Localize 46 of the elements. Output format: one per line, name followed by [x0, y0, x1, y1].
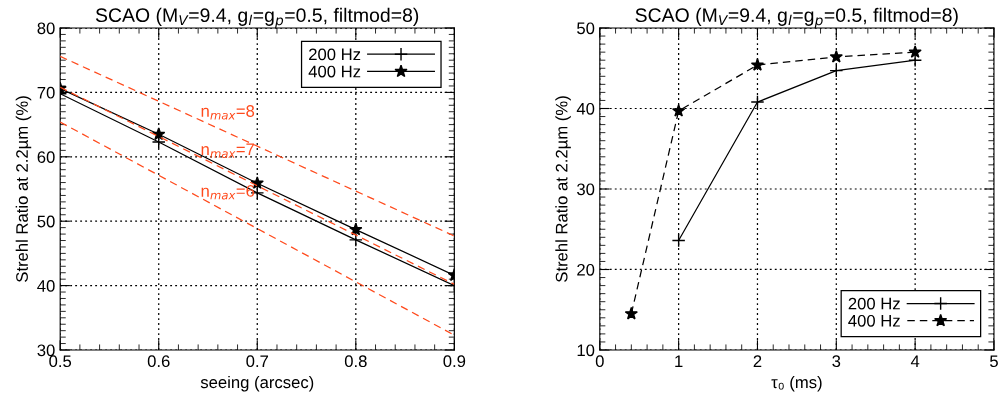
point	[624, 306, 638, 320]
x-tick-label: 0.6	[147, 355, 170, 368]
y-tick-label: 20	[577, 263, 595, 276]
point	[908, 53, 923, 68]
point	[750, 95, 765, 110]
y-tick-label: 40	[37, 280, 55, 292]
y-tick-label: 50	[577, 22, 595, 35]
legend-label: 400 Hz	[308, 65, 361, 78]
point	[908, 45, 922, 58]
x-tick-label: 5	[990, 355, 998, 368]
x-axis-title: τ₀ (ms)	[771, 375, 822, 392]
x-tick-label: 0.8	[344, 355, 367, 368]
chart-title: SCAO (M$_{V}$=9.4, g$_{l}$=g$_{p}$=0.5, filtmod=8)	[635, 7, 958, 28]
series-label: n$_{max}$=7	[201, 143, 255, 158]
x-tick-label: 0.5	[49, 355, 72, 368]
x-tick-label: 0.7	[246, 355, 269, 368]
legend-label: 200 Hz	[309, 48, 361, 61]
legend-label: 200 Hz	[848, 297, 900, 310]
point	[750, 58, 765, 71]
y-tick-label: 60	[37, 151, 55, 163]
series-label: n$_{max}$=6	[201, 184, 255, 200]
x-tick-label: 3	[832, 355, 841, 368]
y-tick-label: 30	[37, 344, 55, 357]
point	[348, 232, 363, 247]
point	[829, 63, 844, 78]
x-tick-label: 2	[753, 355, 762, 367]
y-tick-label: 30	[577, 183, 595, 196]
y-tick-label: 10	[577, 344, 595, 357]
y-tick-label: 80	[37, 22, 55, 35]
point	[349, 222, 363, 236]
point	[671, 103, 686, 117]
y-axis-title: Strehl Ratio at 2.2µm (%)	[555, 96, 571, 282]
x-tick-label: 1	[675, 355, 683, 367]
point	[829, 50, 843, 63]
chart-title: SCAO (M$_{V}$=9.4, g$_{l}$=g$_{p}$=0.5, filtmod=8)	[95, 7, 419, 28]
y-tick-label: 40	[576, 102, 595, 115]
y-tick-label: 50	[37, 215, 55, 228]
x-tick-label: 0.9	[443, 355, 466, 368]
legend-label: 400 Hz	[848, 314, 900, 327]
point	[671, 233, 686, 248]
y-axis-title: Strehl Ratio at 2.2µm (%)	[15, 96, 32, 282]
y-tick-label: 70	[37, 86, 55, 99]
x-tick-label: 0	[595, 355, 604, 368]
x-axis-title: seeing (arcsec)	[200, 375, 314, 392]
x-tick-label: 4	[910, 355, 920, 367]
series-label: n$_{max}$=8	[201, 105, 255, 120]
